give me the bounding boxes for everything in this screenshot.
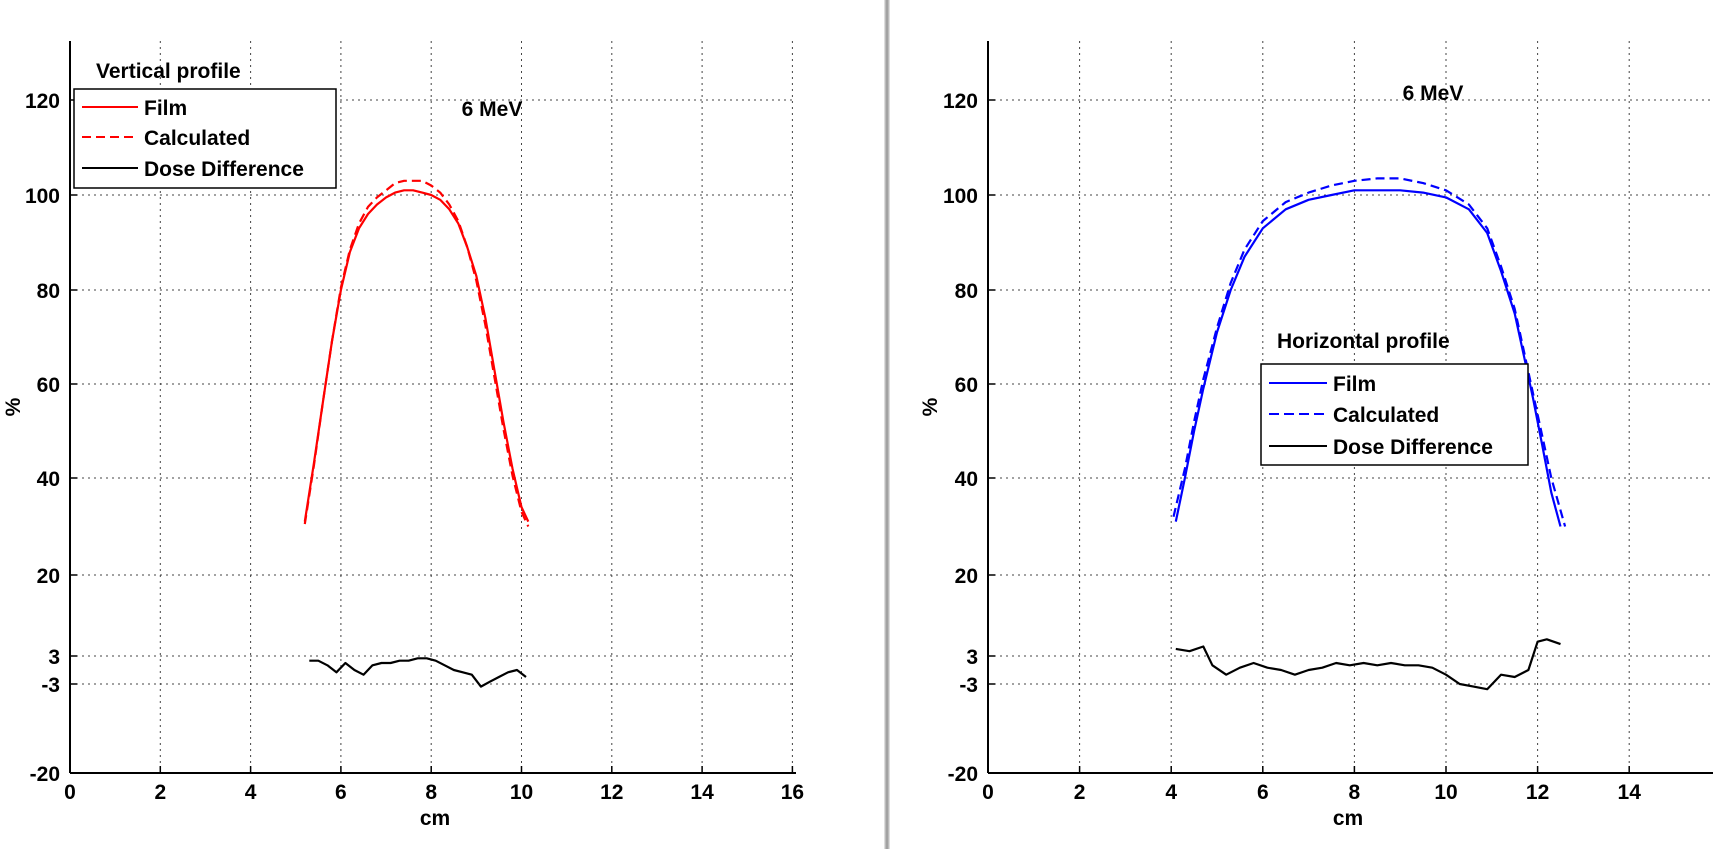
series-line-calculated: [303, 179, 530, 527]
y-tick-label: 120: [25, 90, 60, 113]
legend-title: Vertical profile: [96, 60, 241, 83]
x-tick-label: 10: [1434, 781, 1457, 804]
legend-title: Horizontal profile: [1277, 330, 1450, 353]
x-tick-label: 8: [1349, 781, 1361, 804]
legend-entry-dose-difference: Dose Difference: [1333, 436, 1493, 459]
x-tick-label: 8: [425, 781, 437, 804]
x-axis-label: cm: [1333, 807, 1363, 830]
legend-entry-calculated: Calculated: [144, 127, 250, 150]
x-tick-label: 16: [781, 781, 804, 804]
energy-annotation: 6 MeV: [1403, 82, 1464, 105]
horizontal-profile-chart: -20 -3 3 20 40 60 80 100 120 0 2 4 6 8 10 12 14 cm % 6 …: [919, 41, 1713, 830]
x-tick-label: 4: [245, 781, 257, 804]
x-tick-label: 10: [510, 781, 533, 804]
energy-annotation: 6 MeV: [462, 98, 523, 121]
series-line-dose-difference: [309, 657, 527, 688]
legend-entry-film: Film: [144, 97, 187, 120]
legend: Vertical profile Film Calculated Dose Di…: [73, 60, 337, 189]
series-line-film: [1174, 189, 1562, 527]
y-tick-label: 20: [37, 565, 60, 588]
x-tick-labels: 0 2 4 6 8 10 12 14: [982, 766, 1641, 804]
y-axis-label: %: [919, 397, 942, 416]
x-tick-label: 6: [335, 781, 347, 804]
y-tick-label: 40: [37, 468, 60, 491]
y-tick-label: 20: [955, 565, 978, 588]
x-tick-label: 2: [154, 781, 166, 804]
x-tick-label: 0: [982, 781, 994, 804]
y-tick-label: 100: [943, 185, 978, 208]
x-tick-label: 14: [1618, 781, 1642, 804]
y-tick-label: 60: [955, 374, 978, 397]
y-tick-label: -20: [948, 763, 978, 786]
legend-box: [73, 88, 337, 189]
plot-series: [303, 179, 530, 688]
y-tick-label: 3: [48, 646, 60, 669]
legend-entry-film: Film: [1333, 373, 1376, 396]
x-tick-label: 2: [1074, 781, 1086, 804]
series-line-dose-difference: [1175, 638, 1561, 691]
legend-entry-dose-difference: Dose Difference: [144, 158, 304, 181]
x-tick-label: 4: [1165, 781, 1177, 804]
y-tick-label: 60: [37, 374, 60, 397]
x-tick-label: 6: [1257, 781, 1269, 804]
y-tick-label: 120: [943, 90, 978, 113]
series-line-film: [303, 189, 530, 523]
y-tick-label: 3: [966, 646, 978, 669]
legend: Horizontal profile Film Calculated Dose …: [1260, 330, 1529, 466]
y-tick-label: -3: [959, 674, 978, 697]
y-axis-label: %: [2, 397, 25, 416]
y-tick-labels: -20 -3 3 20 40 60 80 100 120: [943, 90, 995, 786]
y-tick-label: -20: [30, 763, 60, 786]
y-tick-labels: -20 -3 3 20 40 60 80 100 120: [25, 90, 77, 786]
legend-entry-calculated: Calculated: [1333, 404, 1439, 427]
x-tick-label: 12: [1526, 781, 1549, 804]
y-tick-label: 100: [25, 185, 60, 208]
y-tick-label: 80: [37, 280, 60, 303]
y-tick-label: 40: [955, 468, 978, 491]
x-axis-label: cm: [420, 807, 450, 830]
x-tick-label: 0: [64, 781, 76, 804]
x-tick-labels: 0 2 4 6 8 10 12 14 16: [64, 766, 804, 804]
series-line-calculated: [1172, 177, 1567, 527]
y-tick-label: 80: [955, 280, 978, 303]
x-tick-label: 14: [690, 781, 714, 804]
x-tick-label: 12: [600, 781, 623, 804]
y-tick-label: -3: [41, 674, 60, 697]
plot-series: [1172, 177, 1567, 691]
